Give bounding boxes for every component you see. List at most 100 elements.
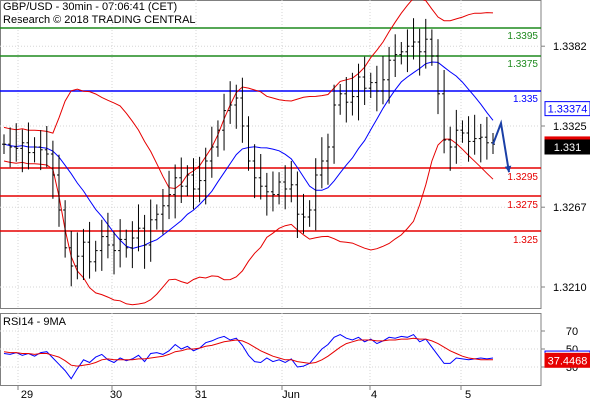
price-bar [258,154,263,200]
projection-arrow-head [504,165,512,173]
x-tick-label: 30 [110,389,122,400]
price-bar [209,126,214,178]
price-bar [136,204,141,252]
rsi-title: RSI14 - 9MA [3,316,67,328]
price-bar [203,147,208,205]
price-bar [2,134,6,154]
price-bar [234,84,239,129]
rsi-ma-line [3,337,493,367]
price-bar [148,199,153,262]
level-label: 1.3295 [507,172,538,183]
price-bar [167,170,172,220]
price-bar [240,77,245,143]
price-bar [399,42,404,65]
header-credit: Research © 2018 TRADING CENTRAL [3,14,196,26]
y-tick-label: 1.3210 [553,282,587,294]
price-bar [442,70,447,154]
price-bar [356,63,361,121]
x-tick-label: 31 [195,389,207,400]
price-bar [307,200,312,227]
price-bar [417,28,422,76]
x-tick-label: 5 [465,389,471,400]
price-bar [215,120,220,157]
price-bar [20,129,25,173]
rsi-tag [544,352,590,368]
price-bar [179,157,184,203]
price-bar [374,65,379,112]
price-panel: 1.3395 1.3375 1.335 1.3295 1.3275 1.325 [0,0,541,306]
price-bar [454,109,459,164]
price-bar [57,154,62,227]
price-tag-label: 1.331 [554,142,582,154]
price-bar [319,137,324,189]
price-bar [344,77,349,123]
price-bar [411,18,416,60]
price-bar [87,221,92,279]
price-bar [264,172,269,216]
price-bar [118,219,123,268]
price-bar [69,231,74,287]
price-bar [197,156,202,203]
price-tag [544,139,590,155]
x-tick-label: Jun [282,389,300,400]
price-tag-label: 1.33374 [548,104,588,116]
price-bar [313,158,318,231]
price-bar [75,232,80,280]
price-bar [105,212,110,259]
level-label: 1.3275 [507,200,538,211]
price-bar [38,130,43,171]
price-bar [93,240,98,272]
price-bar [332,84,337,164]
price-bar [387,46,392,104]
y-tick-label: 1.3267 [553,202,587,214]
price-bar [26,122,31,170]
price-bar [460,120,465,143]
price-bar [423,18,428,69]
price-bar [222,93,227,151]
price-bar [478,123,483,163]
price-bar [124,229,129,258]
x-tick-label: 29 [21,389,33,400]
x-tick-label: 4 [371,389,377,400]
price-bar [173,164,178,219]
price-bar [295,171,300,238]
rsi-line [3,333,494,380]
rsi-y-tick-label: 70 [566,326,578,338]
price-tag [544,101,590,117]
price-bar [185,165,190,196]
price-bar [429,29,434,66]
price-bar [160,189,165,235]
price-bar [99,219,104,271]
price-panel-frame [0,0,542,309]
price-bar [435,39,440,115]
price-bar [338,84,343,115]
rsi-tag-label: 37.4468 [548,355,588,367]
price-bar [368,72,373,98]
level-label: 1.3375 [507,59,538,70]
price-bar [81,228,86,280]
price-bar [228,81,233,124]
price-bar [252,144,257,199]
price-bar [130,221,135,269]
level-label: 1.335 [513,94,538,105]
header-title: GBP/USD - 30min - 07:06:41 (CET) [3,1,178,13]
bollinger-lower-line [3,138,494,306]
price-bar [325,133,330,185]
price-bar [350,72,355,116]
price-bar [393,34,398,77]
level-label: 1.3395 [507,31,538,42]
price-bar [112,231,117,275]
price-bar [466,116,471,162]
rsi-panel: RSI14 - 9MA [3,316,494,380]
price-bar [63,200,68,258]
projection-arrow-line [492,119,510,173]
level-label: 1.325 [513,235,538,246]
price-bar [191,158,196,210]
price-bar [44,126,49,168]
price-bar [270,171,275,212]
price-bar [283,165,288,210]
price-panel-grid [0,0,542,386]
price-bar [142,214,147,269]
